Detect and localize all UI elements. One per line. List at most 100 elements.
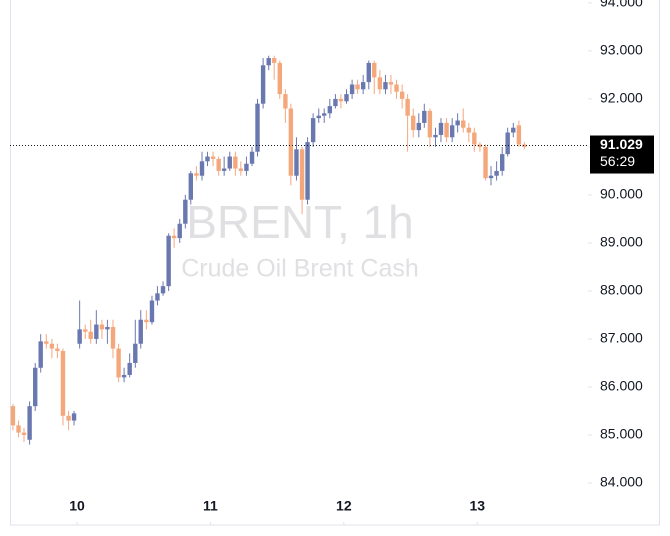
- candle-body: [305, 142, 310, 200]
- candle-body: [110, 326, 116, 349]
- candle-body: [444, 122, 449, 138]
- x-tick-label: 13: [469, 498, 485, 514]
- candle-body: [77, 329, 82, 344]
- candle-body: [60, 350, 66, 416]
- candle-body: [422, 110, 427, 123]
- y-tick-label: 90.000: [600, 186, 643, 202]
- candle-body: [283, 94, 288, 109]
- candle-body: [227, 156, 232, 169]
- candle-body: [500, 154, 505, 171]
- y-tick-label: 87.000: [600, 330, 643, 346]
- candle-body: [138, 319, 143, 344]
- candle-body: [294, 149, 299, 176]
- candle-body: [144, 319, 149, 323]
- candle-body: [322, 113, 327, 116]
- candle-body: [327, 106, 333, 114]
- candle-body: [221, 168, 227, 171]
- candle-body: [255, 103, 260, 152]
- candle-body: [338, 98, 344, 102]
- candle-body: [288, 108, 294, 176]
- candle-body: [505, 132, 510, 155]
- chart-frame: [10, 0, 660, 526]
- candle-body: [94, 324, 99, 339]
- candle-body: [394, 84, 399, 92]
- candle-body: [199, 161, 205, 176]
- candle-body: [366, 62, 371, 83]
- candle-body: [188, 173, 193, 200]
- candle-body: [127, 362, 132, 375]
- y-tick-label: 89.000: [600, 234, 643, 250]
- candle-body: [66, 415, 71, 421]
- candle-body: [16, 425, 21, 433]
- candle-body: [488, 175, 494, 179]
- candle-body: [166, 235, 171, 287]
- candle-body: [472, 132, 477, 145]
- countdown-label: 56:29: [600, 153, 635, 169]
- candle-body: [466, 127, 472, 133]
- last-price-label: 91.029: [600, 136, 643, 152]
- x-tick-label: 10: [69, 498, 85, 514]
- candle-body: [38, 341, 43, 368]
- candle-body: [149, 300, 155, 323]
- candle-body: [372, 62, 377, 78]
- candle-body: [160, 286, 166, 294]
- y-tick-label: 94.000: [600, 0, 643, 10]
- candle-body: [33, 367, 38, 407]
- candle-body: [310, 118, 316, 143]
- candle-body: [121, 374, 127, 378]
- candle-body: [271, 58, 277, 63]
- candle-body: [316, 115, 321, 119]
- candle-body: [105, 326, 110, 330]
- candle-body: [55, 348, 60, 351]
- y-tick-label: 86.000: [600, 378, 643, 394]
- candle-body: [438, 122, 444, 135]
- candle-body: [522, 144, 527, 147]
- candle-body: [494, 170, 499, 176]
- last-price-box: [590, 135, 654, 174]
- y-tick-label: 85.000: [600, 426, 643, 442]
- candle-body: [266, 58, 271, 66]
- candle-body: [244, 163, 249, 171]
- candle-body: [333, 98, 338, 107]
- candle-body: [171, 235, 177, 239]
- candle-body: [155, 293, 160, 301]
- candle-body: [516, 125, 522, 145]
- candle-body: [194, 173, 199, 176]
- candle-body: [233, 156, 238, 169]
- watermark-subtitle: Crude Oil Brent Cash: [181, 255, 419, 283]
- candle-body: [10, 406, 16, 426]
- candle-body: [249, 151, 255, 164]
- candle-body: [205, 156, 210, 162]
- candle-body: [455, 120, 460, 126]
- candle-body: [411, 115, 416, 131]
- candle-body: [344, 94, 349, 102]
- y-tick-label: 84.000: [600, 474, 643, 490]
- candle-body: [183, 199, 188, 224]
- candle-body: [133, 343, 138, 363]
- candle-body: [433, 134, 438, 138]
- candle-body: [377, 77, 383, 90]
- watermark-title: BRENT, 1h: [186, 196, 414, 248]
- candle-body: [83, 329, 88, 332]
- candle-body: [71, 413, 77, 421]
- candle-body: [511, 127, 516, 133]
- candle-body: [427, 110, 433, 138]
- candle-body: [116, 348, 121, 378]
- x-tick-label: 12: [336, 498, 352, 514]
- candle-body: [99, 324, 105, 330]
- candle-body: [399, 91, 405, 99]
- candle-body: [44, 341, 49, 344]
- candle-body: [461, 120, 466, 128]
- candle-body: [49, 343, 55, 349]
- candle-body: [177, 223, 182, 239]
- candle-body: [88, 331, 93, 339]
- candle-body: [21, 432, 27, 435]
- plot: [10, 55, 527, 445]
- candle-body: [483, 146, 488, 179]
- candle-body: [27, 406, 32, 440]
- candle-body: [216, 158, 221, 171]
- candle-body: [349, 84, 355, 95]
- candle-body: [355, 84, 360, 90]
